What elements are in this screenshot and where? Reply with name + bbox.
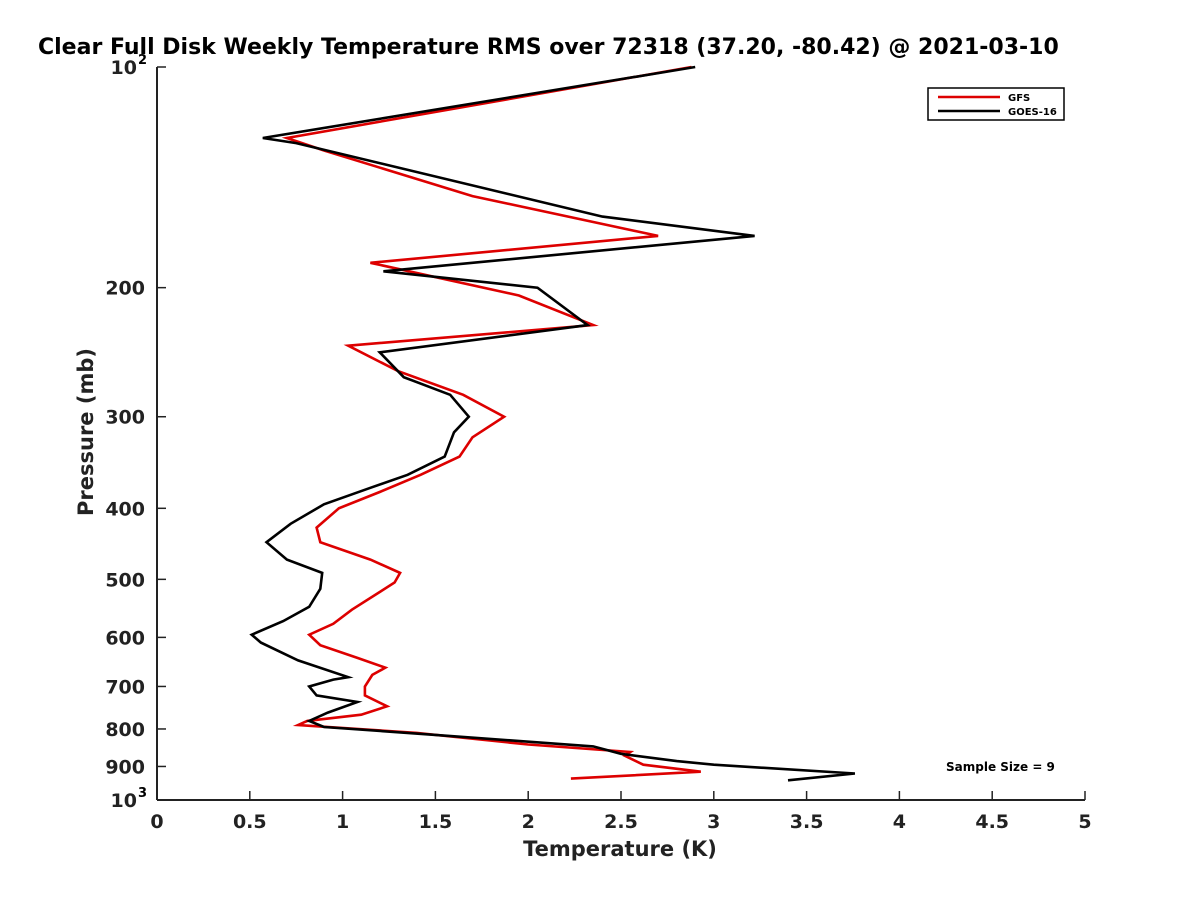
y-tick-label: 800 [105, 719, 145, 741]
y-tick-label: 700 [105, 676, 145, 698]
x-axis-label: Temperature (K) [523, 837, 717, 861]
y-tick-label: 10 [111, 790, 137, 812]
legend-label-gfs: GFS [1008, 93, 1030, 104]
legend: GFS GOES-16 [927, 87, 1065, 121]
y-tick-label: 500 [105, 569, 145, 591]
chart-title: Clear Full Disk Weekly Temperature RMS o… [38, 35, 1059, 60]
sample-size-annotation: Sample Size = 9 [946, 760, 1055, 774]
y-tick-label: 600 [105, 627, 145, 649]
y-tick-label: 200 [105, 278, 145, 300]
legend-label-goes16: GOES-16 [1008, 107, 1057, 118]
y-tick-label: 400 [105, 498, 145, 520]
x-tick-label: 1 [336, 811, 349, 833]
x-tick-label: 0 [150, 811, 163, 833]
y-tick-label: 300 [105, 407, 145, 429]
y-tick-label: 10 [111, 57, 137, 79]
x-tick-label: 2 [522, 811, 535, 833]
x-tick-label: 4 [893, 811, 906, 833]
legend-box [927, 87, 1065, 121]
series-line-goes16 [249, 65, 856, 782]
x-tick-label: 0.5 [233, 811, 267, 833]
x-tick-label: 1.5 [419, 811, 453, 833]
y-tick-label: 900 [105, 756, 145, 778]
x-tick-label: 2.5 [604, 811, 638, 833]
series-line-gfs [281, 65, 701, 780]
x-tick-label: 3.5 [790, 811, 824, 833]
y-tick-exponent: 3 [138, 786, 147, 801]
y-axis-label: Pressure (mb) [74, 348, 98, 516]
y-tick-exponent: 2 [138, 53, 147, 68]
x-tick-label: 3 [707, 811, 720, 833]
x-tick-label: 4.5 [975, 811, 1009, 833]
x-tick-label: 5 [1078, 811, 1091, 833]
